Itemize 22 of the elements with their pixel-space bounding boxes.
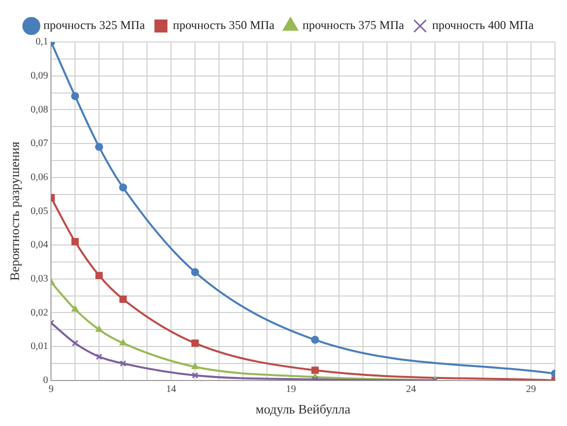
y-tick-label: 0,08	[30, 104, 48, 116]
legend-label: прочность 400 МПа	[432, 18, 534, 32]
x-tick-label: 24	[406, 384, 416, 396]
y-tick-label: 0,04	[30, 240, 48, 251]
x-tick-label: 19	[286, 384, 296, 396]
y-axis-title: Вероятность разрушения	[7, 142, 22, 281]
x-tick-label: 14	[166, 384, 176, 396]
y-tick-label: 0,09	[30, 70, 48, 82]
x-tick-label: 29	[526, 384, 536, 396]
y-tick-label: 0,01	[30, 341, 48, 352]
y-tick-label: 0,02	[30, 307, 48, 318]
y-tick-label: 0,03	[30, 274, 48, 285]
y-tick-label: 0,07	[30, 138, 48, 150]
x-axis-title: модуль Вейбулла	[256, 402, 351, 417]
y-tick-label: 0,05	[30, 206, 48, 217]
y-tick-label: 0,1	[36, 36, 48, 48]
x-tick-label: 9	[48, 384, 54, 396]
legend-label: прочность 375 МПа	[302, 18, 405, 32]
legend-label: прочность 350 МПа	[172, 18, 276, 32]
legend-label: прочность 325 МПа	[43, 18, 146, 32]
y-tick-label: 0	[43, 375, 48, 386]
y-tick-label: 0,06	[30, 172, 48, 183]
